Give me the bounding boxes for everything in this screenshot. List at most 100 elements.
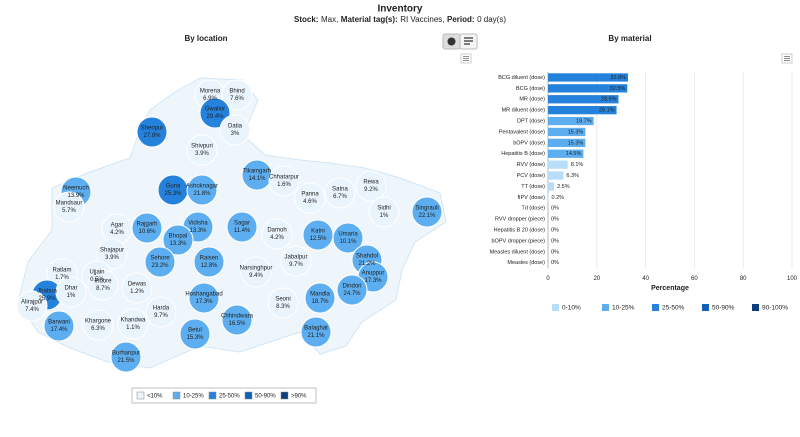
district-value: 9.2% (364, 187, 378, 193)
district-name: Dhar (64, 286, 77, 292)
district-name: Rewa (363, 180, 379, 186)
district (82, 309, 114, 341)
subtitle-part: RI Vaccines, (400, 15, 444, 24)
district-value: 22.1% (418, 213, 436, 219)
district-value: 16.5% (228, 321, 246, 327)
district-name: Jhabua (37, 289, 57, 295)
bar (548, 106, 617, 115)
district-value: 17.3% (364, 278, 382, 284)
legend-swatch (602, 304, 609, 311)
map-menu[interactable] (460, 53, 472, 64)
district-name: Satna (332, 187, 348, 193)
legend-label: 50-90% (255, 394, 276, 400)
legend-swatch (172, 391, 181, 400)
district (179, 318, 211, 350)
district (280, 245, 312, 277)
district (268, 165, 300, 197)
district-value: 15.3% (186, 335, 204, 341)
district-value: 13.3% (169, 241, 187, 247)
value-label: 0.2% (551, 195, 564, 201)
bar (548, 84, 628, 93)
district-name: Barwani (48, 320, 70, 326)
district (110, 341, 142, 373)
y-tick-label: Measles (dose) (507, 260, 545, 266)
district (186, 174, 218, 206)
district-name: Sheopur (141, 126, 164, 132)
district (186, 134, 218, 166)
district (267, 287, 299, 319)
district-name: Dindori (342, 284, 361, 290)
subtitle-part: 0 day(s) (477, 15, 506, 24)
district (162, 224, 194, 256)
value-label: 32.5% (610, 86, 626, 92)
district (368, 196, 400, 228)
district-value: 27.8% (143, 133, 161, 139)
district-value: 14.1% (248, 176, 266, 182)
district (336, 274, 368, 306)
district (199, 97, 231, 129)
district-value: 21.1% (307, 333, 325, 339)
value-label: 0% (551, 206, 559, 212)
district-value: 11.4% (234, 228, 251, 234)
district (355, 170, 387, 202)
value-label: 0% (551, 238, 559, 244)
legend-swatch (136, 391, 145, 400)
district-name: Ashoknagar (186, 184, 218, 190)
value-label: 2.5% (557, 184, 570, 190)
district-name: Vidisha (188, 221, 208, 227)
subtitle: Stock: Max, Material tag(s): RI Vaccines, Pe… (294, 15, 506, 24)
district (121, 272, 153, 304)
subtitle-part: Material tag(s): (341, 15, 398, 24)
district-name: Raisen (200, 256, 219, 262)
district (193, 246, 225, 278)
district-value: 13.9% (67, 193, 85, 199)
legend-label: 90-100% (762, 305, 788, 312)
y-tick-label: MR (dose) (519, 97, 545, 103)
district-name: Tikamgarh (243, 169, 271, 175)
legend-swatch (208, 391, 217, 400)
district (324, 177, 356, 209)
district (87, 269, 119, 301)
district-name: Alirajpur (21, 300, 43, 306)
district-value: 9.7% (289, 262, 303, 268)
subtitle-part: Max, (321, 15, 338, 24)
district-name: Bhind (229, 89, 244, 95)
district (304, 282, 336, 314)
y-tick-label: MR diluent (dose) (502, 108, 546, 114)
district-name: Harda (153, 306, 170, 312)
district-value: 21.2% (358, 261, 376, 267)
district-value: 6.7% (333, 194, 347, 200)
district (240, 256, 272, 288)
value-label: 0% (551, 217, 559, 223)
district (221, 79, 253, 111)
legend-swatch (552, 304, 559, 311)
district-value: 3% (231, 131, 240, 137)
district-name: Mandla (310, 292, 330, 298)
y-tick-label: Pentavalent (dose) (499, 129, 545, 135)
district (261, 218, 293, 250)
bar (548, 171, 564, 180)
district-name: Agar (111, 223, 124, 229)
legend-swatch (652, 304, 659, 311)
bar (548, 95, 619, 104)
district (53, 191, 85, 223)
district-name: Seoni (275, 297, 290, 303)
district-name: Katni (311, 229, 325, 235)
view-toggle[interactable] (442, 33, 478, 50)
y-tick-label: bOPV dropper (piece) (492, 238, 546, 244)
district-value: 12.5% (309, 236, 327, 242)
district-name: Sagar (234, 221, 250, 227)
x-tick-label: 80 (740, 276, 747, 282)
district-name: Anuppur (362, 271, 385, 277)
value-label: 15.3% (568, 129, 584, 135)
district-value: 7.4% (25, 307, 39, 313)
district (294, 182, 326, 214)
district-value: 0.5% (90, 277, 104, 283)
value-label: 15.3% (568, 140, 584, 146)
y-tick-label: PCV (dose) (517, 173, 546, 179)
legend-label: >90% (291, 394, 307, 400)
y-tick-label: BCG (dose) (516, 86, 545, 92)
chart-menu[interactable] (781, 53, 793, 64)
district-name: Neemuch (63, 186, 89, 192)
